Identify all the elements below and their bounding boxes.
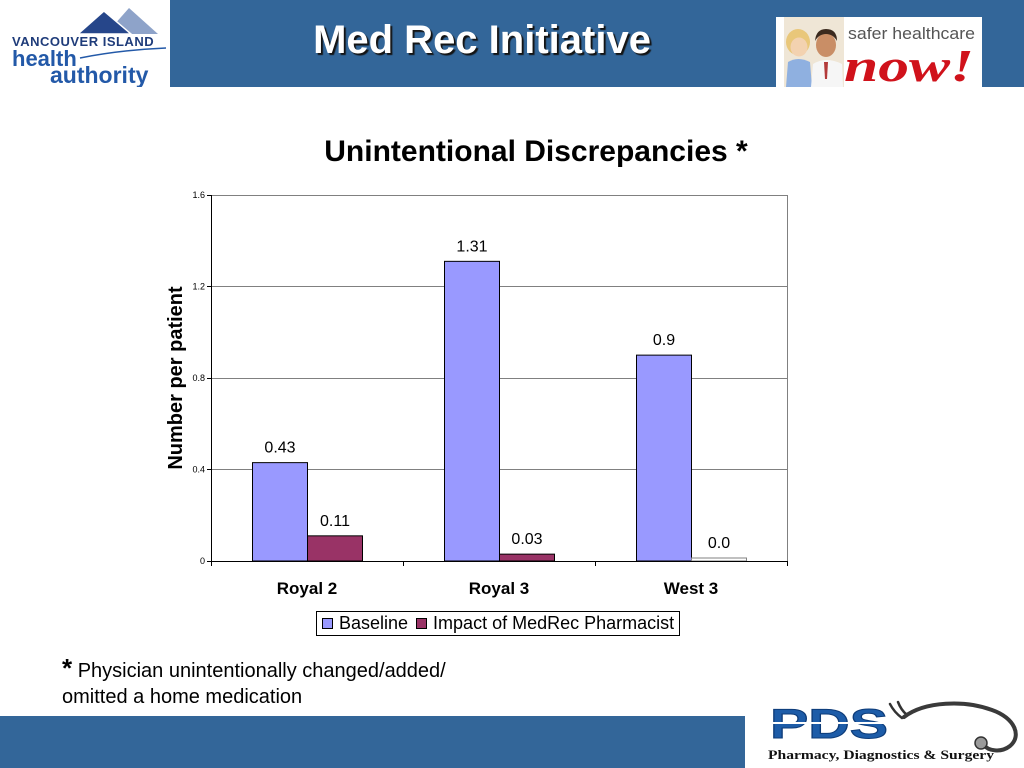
- chart-legend: Baseline Impact of MedRec Pharmacist: [316, 611, 680, 636]
- bar-impact-of-medrec-pharmacist-royal-2: [307, 535, 363, 562]
- footnote-text-1: Physician unintentionally changed/added/: [77, 660, 446, 682]
- footnote-line-1: * Physician unintentionally changed/adde…: [62, 655, 502, 684]
- y-tick-label: 0.8: [192, 373, 205, 383]
- x-tick-label-west-3: West 3: [664, 579, 719, 598]
- data-label-baseline-royal-3: 1.31: [456, 238, 487, 255]
- mountain-front: [76, 10, 134, 35]
- legend-label-baseline: Baseline: [339, 613, 409, 633]
- viha-logo-health: health: [12, 46, 77, 71]
- y-axis-label: Number per patient: [165, 286, 187, 470]
- data-label-impact-of-medrec-pharmacist-royal-3: 0.03: [511, 531, 542, 548]
- chart-title: Unintentional Discrepancies *: [324, 135, 748, 168]
- doctor-child-photo: [784, 17, 844, 87]
- viha-logo-swoosh: [79, 47, 167, 59]
- legend-swatch-impact: [416, 618, 428, 629]
- shn-logo-tagline: safer healthcare: [848, 24, 975, 43]
- pds-mark-highlight: [770, 722, 888, 724]
- doctor-tie: [824, 62, 828, 79]
- data-label-impact-of-medrec-pharmacist-royal-2: 0.11: [320, 513, 350, 530]
- data-label-baseline-royal-2: 0.43: [264, 440, 295, 457]
- stethoscope-icon: [888, 700, 1018, 753]
- y-tick-label: 0: [200, 556, 205, 566]
- legend-item-impact: Impact of MedRec Pharmacist: [416, 613, 674, 634]
- legend-swatch-baseline: [322, 618, 333, 629]
- x-tick-label-royal-2: Royal 2: [277, 579, 337, 598]
- bar-baseline-west-3: [636, 354, 692, 562]
- shn-logo-now: now!: [844, 40, 974, 87]
- footnote: * Physician unintentionally changed/adde…: [62, 655, 502, 710]
- child-face: [790, 37, 808, 57]
- bar-chart: Number per patient 0 0.4 0.8 1.2 1.6 0.43 1.31…: [165, 190, 788, 598]
- footer-bar: [0, 716, 745, 768]
- doctor-hair: [815, 29, 837, 41]
- stethoscope-tube: [902, 701, 1018, 753]
- pds-logo: PDS Pharmacy, Diagnostics & Surgery: [760, 698, 1024, 768]
- pds-logo-tagline: Pharmacy, Diagnostics & Surgery: [768, 747, 995, 762]
- viha-logo-authority: authority: [50, 62, 149, 87]
- mountains-icon: [76, 8, 158, 35]
- viha-logo-region: VANCOUVER ISLAND: [12, 34, 154, 49]
- data-label-impact-of-medrec-pharmacist-west-3: 0.0: [708, 535, 730, 552]
- bar-baseline-royal-3: [444, 260, 500, 562]
- y-tick-label: 0.4: [192, 465, 205, 475]
- slide-title: Med Rec Initiative: [313, 18, 651, 62]
- bar-impact-of-medrec-pharmacist-west-3: [691, 557, 747, 562]
- safer-healthcare-now-logo: safer healthcare now!: [776, 17, 982, 87]
- doctor-face: [816, 33, 836, 57]
- viha-logo: VANCOUVER ISLAND health authority: [0, 0, 170, 87]
- y-tick-label: 1.2: [192, 282, 205, 292]
- legend-label-impact: Impact of MedRec Pharmacist: [433, 613, 675, 633]
- x-tick-label-royal-3: Royal 3: [469, 579, 529, 598]
- bar-impact-of-medrec-pharmacist-royal-3: [499, 553, 555, 562]
- child-body: [786, 59, 812, 87]
- y-tick-label: 1.6: [192, 190, 205, 200]
- footnote-marker: *: [62, 653, 73, 683]
- bar-baseline-royal-2: [252, 462, 308, 562]
- data-label-baseline-west-3: 0.9: [653, 332, 675, 349]
- stethoscope-chestpiece: [974, 736, 988, 750]
- legend-item-baseline: Baseline: [322, 613, 408, 634]
- logo-background: [0, 0, 170, 87]
- footnote-line-2: omitted a home medication: [62, 686, 303, 708]
